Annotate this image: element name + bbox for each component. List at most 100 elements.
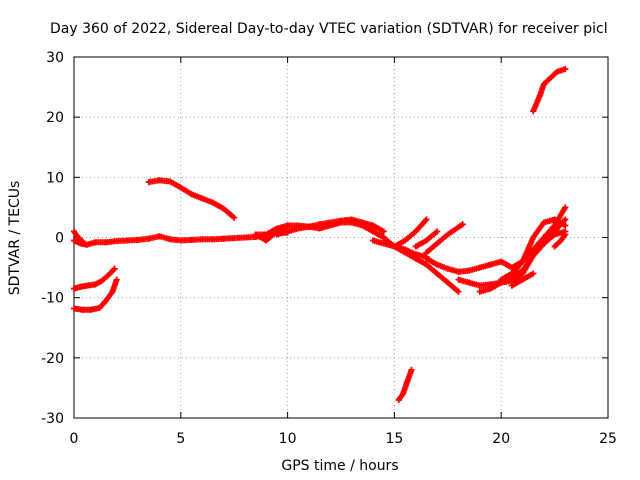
data-point bbox=[167, 236, 174, 243]
data-point bbox=[412, 243, 419, 250]
data-point bbox=[487, 261, 494, 268]
y-tick-label: 30 bbox=[46, 50, 64, 66]
data-point bbox=[124, 237, 131, 244]
data-point bbox=[455, 288, 462, 295]
data-point bbox=[487, 285, 494, 292]
data-point bbox=[88, 306, 95, 313]
data-point bbox=[359, 219, 366, 226]
data-point bbox=[370, 228, 377, 235]
series-track-k bbox=[412, 228, 441, 250]
data-point bbox=[423, 261, 430, 268]
data-point bbox=[105, 272, 112, 279]
data-point bbox=[111, 265, 118, 272]
data-point bbox=[530, 246, 537, 253]
data-point bbox=[444, 265, 451, 272]
data-point bbox=[71, 305, 77, 312]
data-point bbox=[83, 282, 90, 289]
series-track-p bbox=[498, 204, 569, 283]
data-point bbox=[241, 234, 248, 241]
data-point bbox=[519, 276, 526, 283]
data-point bbox=[519, 267, 526, 274]
data-point bbox=[81, 240, 88, 247]
data-point bbox=[540, 81, 547, 88]
data-point bbox=[444, 231, 451, 238]
series-track-o bbox=[476, 216, 569, 295]
data-point bbox=[295, 225, 302, 232]
data-point bbox=[305, 223, 312, 230]
data-point bbox=[498, 258, 505, 265]
data-point bbox=[188, 236, 195, 243]
data-point bbox=[338, 217, 344, 224]
data-points bbox=[71, 66, 569, 403]
y-tick-label: 10 bbox=[46, 170, 64, 186]
data-point bbox=[199, 195, 206, 202]
data-point bbox=[402, 237, 409, 244]
data-point bbox=[135, 236, 142, 243]
chart-title: Day 360 of 2022, Sidereal Day-to-day VTE… bbox=[50, 21, 608, 37]
data-point bbox=[113, 238, 120, 245]
data-point bbox=[145, 235, 152, 242]
data-point bbox=[188, 191, 195, 198]
data-point bbox=[263, 231, 270, 238]
data-point bbox=[209, 199, 216, 206]
data-point bbox=[327, 219, 334, 226]
x-tick-label: 25 bbox=[599, 431, 617, 447]
data-point bbox=[231, 214, 238, 221]
data-point bbox=[177, 237, 184, 244]
data-point bbox=[562, 204, 569, 211]
data-point bbox=[553, 69, 560, 76]
data-point bbox=[177, 184, 184, 191]
data-point bbox=[231, 235, 238, 242]
data-point bbox=[562, 66, 569, 73]
data-point bbox=[423, 249, 430, 256]
data-marker-track bbox=[423, 216, 569, 275]
data-point bbox=[370, 237, 377, 244]
data-point bbox=[391, 243, 398, 250]
data-point bbox=[402, 246, 409, 253]
y-tick-label: 20 bbox=[46, 110, 64, 126]
data-marker-track bbox=[71, 265, 118, 292]
data-point bbox=[220, 235, 227, 242]
data-point bbox=[508, 282, 515, 289]
data-point bbox=[530, 108, 537, 115]
y-tick-label: 0 bbox=[55, 231, 64, 247]
data-point bbox=[156, 233, 163, 240]
data-point bbox=[348, 216, 355, 223]
data-point bbox=[167, 178, 174, 185]
series-track-m bbox=[423, 216, 569, 275]
data-point bbox=[434, 261, 441, 268]
data-point bbox=[540, 234, 547, 241]
series-track-g bbox=[273, 216, 387, 238]
data-point bbox=[273, 228, 280, 235]
data-point bbox=[423, 237, 430, 244]
x-tick-labels: 0 5 10 15 20 25 bbox=[70, 431, 617, 447]
y-axis-label: SDTVAR / TECUs bbox=[7, 181, 23, 296]
data-point bbox=[558, 237, 565, 244]
data-point bbox=[519, 258, 526, 265]
series-track-t bbox=[395, 366, 415, 403]
data-point bbox=[434, 270, 441, 277]
data-point bbox=[412, 251, 419, 258]
data-point bbox=[156, 177, 163, 184]
series-track-r bbox=[551, 231, 569, 250]
data-point bbox=[109, 288, 116, 295]
data-point bbox=[434, 228, 441, 235]
series-track-b bbox=[71, 228, 88, 247]
data-point bbox=[434, 240, 441, 247]
data-point bbox=[455, 276, 462, 283]
data-point bbox=[530, 234, 537, 241]
data-point bbox=[380, 240, 387, 247]
data-point bbox=[562, 231, 569, 238]
data-point bbox=[466, 267, 473, 274]
data-point bbox=[547, 75, 554, 82]
series-track-h bbox=[252, 222, 291, 244]
data-point bbox=[508, 270, 515, 277]
data-point bbox=[551, 222, 558, 229]
data-point bbox=[77, 283, 84, 290]
x-tick-label: 5 bbox=[176, 431, 185, 447]
data-point bbox=[284, 228, 291, 235]
data-point bbox=[113, 276, 120, 283]
data-point bbox=[96, 304, 103, 311]
x-tick-label: 20 bbox=[492, 431, 510, 447]
data-point bbox=[455, 268, 462, 275]
